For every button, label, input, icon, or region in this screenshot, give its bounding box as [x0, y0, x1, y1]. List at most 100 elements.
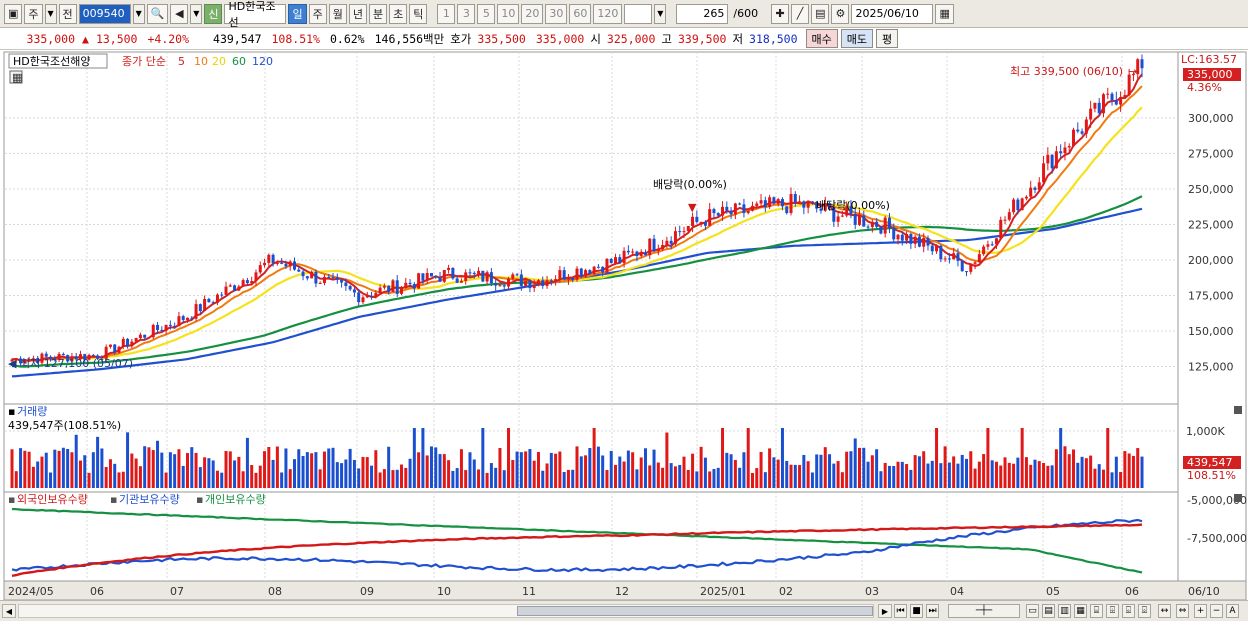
volume-bar [549, 452, 553, 488]
chevron-down-icon[interactable]: ▼ [190, 3, 203, 24]
chevron-down-icon[interactable]: ▼ [132, 3, 145, 24]
volume-bar [293, 459, 296, 488]
candle-body [554, 279, 558, 282]
interval-second[interactable]: 초 [389, 3, 408, 24]
ma-10[interactable]: 10 [194, 55, 208, 68]
candle-body [536, 280, 540, 285]
date-input[interactable]: 2025/06/10 [851, 3, 934, 24]
interval-new[interactable]: 신 [204, 3, 223, 24]
prev-button[interactable]: 전 [58, 3, 77, 24]
legend-institution[interactable]: 기관보유수량 [119, 493, 180, 506]
candle-body [464, 272, 468, 281]
candle-body [263, 262, 267, 266]
candle-body [352, 289, 356, 293]
candle-body [763, 200, 767, 207]
layout-icon[interactable]: ▥ [1058, 604, 1071, 618]
gear-icon[interactable]: ⚙ [831, 3, 850, 24]
candle-body [66, 355, 70, 362]
interval-week[interactable]: 주 [308, 3, 327, 24]
candle-body [489, 272, 493, 284]
crosshair-icon[interactable]: ↔ [1158, 604, 1171, 618]
minute-option-20[interactable]: 20 [521, 3, 544, 24]
scroll-thumb[interactable] [517, 606, 873, 616]
close-holding-panel-icon[interactable] [1234, 494, 1242, 502]
candle-body [939, 245, 943, 260]
custom-interval-input[interactable] [624, 3, 653, 24]
scroll-left-icon[interactable]: ◀ [2, 604, 16, 618]
sell-button[interactable]: 매도 [840, 29, 874, 48]
minute-option-3[interactable]: 3 [457, 3, 476, 24]
close-volume-panel-icon[interactable] [1234, 406, 1242, 414]
candle-body [870, 221, 874, 228]
bar-count-input[interactable]: 265 [676, 3, 729, 24]
candle-body [887, 217, 891, 229]
volume-bar [977, 461, 981, 488]
candle-body [27, 359, 31, 362]
volume-bar [271, 459, 275, 488]
ma-120[interactable]: 120 [252, 55, 273, 68]
volume-bar [485, 472, 489, 488]
interval-month[interactable]: 월 [328, 3, 347, 24]
volume-bar [1059, 428, 1063, 488]
chart-type-icon[interactable]: ✚ [771, 3, 790, 24]
layout-icon[interactable]: ⌸ [1090, 604, 1103, 618]
speaker-icon[interactable]: ◀ [170, 3, 189, 24]
interval-year[interactable]: 년 [348, 3, 367, 24]
minute-option-10[interactable]: 10 [497, 3, 520, 24]
volume-bar [224, 451, 228, 488]
legend-individual[interactable]: 개인보유수량 [205, 493, 266, 506]
stock-name-field[interactable]: HD한국조선 [224, 0, 287, 29]
period-select[interactable]: 주 [24, 3, 43, 24]
search-icon[interactable]: 🔍 [146, 3, 169, 24]
minute-option-1[interactable]: 1 [437, 3, 456, 24]
layout-icon[interactable]: ⌺ [1122, 604, 1135, 618]
legend-foreign[interactable]: 외국인보유수량 [17, 493, 88, 506]
minute-option-120[interactable]: 120 [593, 3, 623, 24]
chevron-down-icon[interactable]: ▼ [44, 3, 57, 24]
interval-minute[interactable]: 분 [368, 3, 388, 24]
drawing-tool-icon[interactable]: ╱ [791, 3, 810, 24]
ma-20[interactable]: 20 [212, 55, 226, 68]
save-icon[interactable]: ▤ [811, 3, 830, 24]
chevron-down-icon[interactable]: ▼ [654, 3, 667, 24]
flat-button[interactable]: 평 [876, 29, 899, 48]
text-tool-icon[interactable]: A [1226, 604, 1239, 618]
volume-bar [113, 463, 117, 488]
candle-body [622, 250, 626, 263]
zoom-in-icon[interactable]: + [1194, 604, 1207, 618]
volume-bar [19, 448, 23, 488]
layout-icon[interactable]: ▦ [1074, 604, 1087, 618]
scrollbar[interactable]: ◀ ▶ ⏮ ■ ⏭ ─┼─ ▭ ▤ ▥ ▦ ⌸ ⌹ ⌺ ⌻ ↔ ⇔ + − A [0, 600, 1248, 621]
rewind-icon[interactable]: ⏮ [894, 604, 907, 618]
scroll-right-icon[interactable]: ▶ [878, 604, 892, 618]
interval-day[interactable]: 일 [288, 3, 307, 24]
pan-icon[interactable]: ⇔ [1176, 604, 1189, 618]
fast-forward-icon[interactable]: ⏭ [926, 604, 939, 618]
layout-icon[interactable]: ⌹ [1106, 604, 1119, 618]
zoom-slider[interactable]: ─┼─ [948, 604, 1020, 618]
candle-body [562, 270, 566, 280]
volume-bar [879, 471, 883, 488]
scroll-track[interactable] [18, 604, 874, 618]
stock-code-input[interactable]: 009540 [78, 3, 131, 24]
calculator-icon[interactable] [9, 70, 23, 84]
stop-icon[interactable]: ■ [910, 604, 923, 618]
candle-body [49, 356, 53, 359]
zoom-out-icon[interactable]: − [1210, 604, 1223, 618]
ma-60[interactable]: 60 [232, 55, 246, 68]
layout-icon[interactable]: ▣ [4, 3, 23, 24]
layout-icon[interactable]: ▭ [1026, 604, 1039, 618]
volume-bar [939, 463, 943, 488]
layout-icon[interactable]: ▤ [1042, 604, 1055, 618]
interval-tick[interactable]: 틱 [409, 3, 428, 24]
minute-option-5[interactable]: 5 [477, 3, 496, 24]
layout-icon[interactable]: ⌻ [1138, 604, 1151, 618]
volume-bar [1119, 472, 1123, 488]
ma-5[interactable]: 5 [178, 55, 185, 68]
buy-button[interactable]: 매수 [805, 29, 838, 48]
volume-bar [468, 452, 472, 488]
volume-bar [1020, 428, 1024, 488]
minute-option-60[interactable]: 60 [569, 3, 592, 24]
minute-option-30[interactable]: 30 [545, 3, 568, 24]
calendar-icon[interactable]: ▦ [935, 3, 954, 24]
